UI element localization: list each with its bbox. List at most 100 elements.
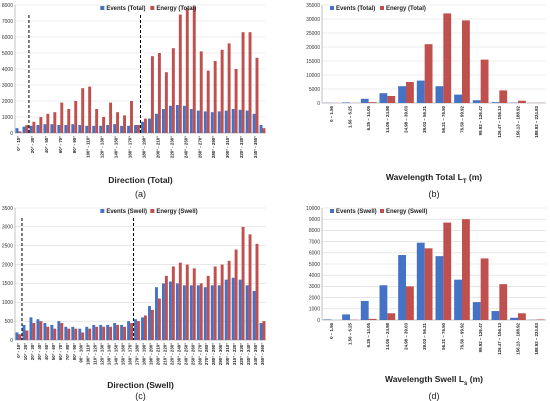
- chart-d-bar-energy: [462, 219, 470, 320]
- chart-c-bar-energy: [192, 268, 196, 340]
- chart-d-legend-label: Events (Swell): [336, 209, 377, 215]
- chart-b-bar-events: [472, 100, 481, 103]
- chart-b-xtick-label: 188.92 – 224.83: [534, 105, 539, 137]
- chart-b-xtick-label: 156.13 – 188.92: [516, 105, 521, 137]
- chart-d-bar-events: [360, 300, 369, 320]
- chart-d-bar-energy: [536, 319, 545, 320]
- chart-c-xtick-label: 280° - 290°: [211, 343, 216, 365]
- chart-c-bar-energy: [227, 260, 231, 340]
- chart-c-xtick-label: 0° - 10°: [16, 343, 21, 358]
- chart-b-ytick-label: 25000: [306, 31, 320, 37]
- chart-c-bar-energy: [213, 266, 217, 340]
- chart-d-bar-events: [472, 302, 481, 320]
- chart-c-xtick-label: 260° - 270°: [197, 343, 202, 365]
- chart-c-bar-energy: [150, 309, 154, 340]
- chart-c-bar-events: [148, 306, 151, 340]
- chart-a-bar-events: [15, 128, 19, 133]
- chart-c-xtick-label: 60° - 70°: [58, 343, 63, 360]
- chart-c-bar-energy: [109, 326, 113, 340]
- chart-a-xtick-label: 200° - 210°: [155, 136, 160, 158]
- chart-b-xtick-label: 14.05 – 24.98: [385, 105, 390, 132]
- chart-a-bar-energy: [234, 69, 238, 133]
- chart-b-bar-events: [379, 93, 388, 103]
- chart-c-bar-events: [85, 326, 89, 340]
- chart-c-bar-events: [57, 321, 61, 340]
- chart-d-ytick-label: 10000: [306, 206, 320, 212]
- chart-d-bar-energy: [499, 284, 508, 320]
- chart-c-bar-events: [210, 285, 214, 340]
- chart-a-ytick-label: 3000: [2, 83, 13, 89]
- chart-a-bar-events: [252, 113, 256, 133]
- chart-b-ytick-label: 5000: [309, 87, 320, 93]
- chart-a-bar-events: [245, 110, 249, 133]
- chart-b-xtick-label: 39.03 – 56.21: [422, 105, 427, 132]
- chart-a-xtick-label: 280° - 290°: [211, 136, 216, 158]
- chart-b-legend-label: Events (Total): [336, 6, 375, 12]
- chart-a-xtick-label: 80° - 90°: [72, 136, 77, 153]
- chart-a-legend-swatch: [150, 6, 155, 10]
- chart-c-bar-energy: [248, 234, 252, 340]
- chart-d-ytick-label: 7000: [309, 239, 320, 245]
- chart-d-legend-label: Energy (Swell): [386, 209, 427, 215]
- chart-a-xlabel: Direction (Total): [108, 175, 173, 185]
- chart-a-bar-events: [85, 125, 89, 133]
- chart-a-bar-energy: [199, 51, 203, 133]
- chart-c-bar-events: [217, 285, 221, 340]
- chart-c-bar-energy: [185, 264, 189, 340]
- chart-c-bar-events: [203, 287, 207, 340]
- chart-a-legend-label: Events (Total): [106, 6, 145, 12]
- chart-d-xtick-label: 56.21 – 76.50: [441, 322, 446, 349]
- chart-a-bar-events: [148, 118, 151, 133]
- chart-c-ytick-label: 2000: [2, 262, 13, 268]
- chart-a-bar-events: [161, 109, 165, 133]
- chart-a-bar-events: [203, 111, 207, 133]
- chart-c-bar-energy: [262, 321, 266, 340]
- chart-c-xlabel: Direction (Swell): [107, 380, 174, 390]
- chart-a-bar-events: [217, 111, 221, 133]
- chart-c-bar-energy: [39, 321, 43, 340]
- chart-a-ytick-label: 0: [10, 131, 13, 137]
- chart-c-bar-events: [22, 324, 26, 340]
- chart-c-bar-energy: [88, 328, 92, 340]
- chart-c-bar-events: [161, 283, 165, 340]
- chart-c-bar-events: [196, 285, 200, 340]
- chart-c-bar-energy: [25, 330, 29, 340]
- chart-a-bar-energy: [150, 56, 154, 134]
- chart-c-bar-events: [71, 326, 75, 340]
- chart-d-bar-energy: [406, 286, 414, 320]
- chart-a-bar-energy: [213, 61, 217, 133]
- chart-b-bar-energy: [424, 44, 433, 103]
- chart-c-bar-events: [43, 323, 47, 340]
- chart-a-bar-energy: [95, 109, 99, 133]
- chart-c-xtick-label: 350° - 360°: [260, 343, 265, 365]
- chart-b-legend-swatch: [330, 6, 334, 10]
- chart-a-bar-energy: [192, 6, 196, 134]
- chart-b-ytick-label: 35000: [306, 3, 320, 9]
- chart-d-bar-events: [454, 279, 462, 320]
- chart-a-bar-energy: [206, 70, 210, 133]
- chart-c-ytick-label: 500: [5, 319, 14, 325]
- chart-d-panel-label: (d): [429, 391, 440, 401]
- chart-a-xtick-label: 240° - 250°: [183, 136, 188, 158]
- chart-a-bar-energy: [123, 115, 126, 133]
- chart-c-xtick-label: 110° - 120°: [93, 343, 98, 365]
- chart-c-bar-events: [168, 281, 172, 340]
- chart-a-bar-energy: [255, 57, 259, 133]
- chart-c-ytick-label: 0: [10, 338, 13, 344]
- chart-a-ytick-label: 8000: [2, 3, 13, 9]
- chart-b-ytick-label: 20000: [306, 45, 320, 51]
- chart-c-xtick-label: 250° - 260°: [190, 343, 195, 365]
- chart-c-bar-energy: [81, 332, 85, 340]
- chart-c-xtick-label: 80° - 90°: [72, 343, 77, 360]
- chart-a-xtick-label: 340° - 350°: [253, 136, 258, 158]
- chart-c: 0 500 1000 1500 2000 2500 3000 3500 0° - 10° 10° …: [2, 206, 266, 401]
- chart-c-bar-energy: [241, 226, 245, 340]
- chart-c-bar-events: [224, 279, 228, 340]
- chart-a-legend-label: Energy (Total): [156, 6, 196, 12]
- chart-b-xtick-label: 0 – 1.56: [329, 105, 334, 121]
- chart-a-xtick-label: 320° - 330°: [239, 136, 244, 158]
- chart-a-bar-energy: [262, 128, 266, 133]
- chart-c-xtick-label: 340° - 350°: [253, 343, 258, 365]
- chart-b-xtick-label: 56.21 – 76.50: [441, 105, 446, 132]
- chart-d-bar-energy: [443, 222, 452, 320]
